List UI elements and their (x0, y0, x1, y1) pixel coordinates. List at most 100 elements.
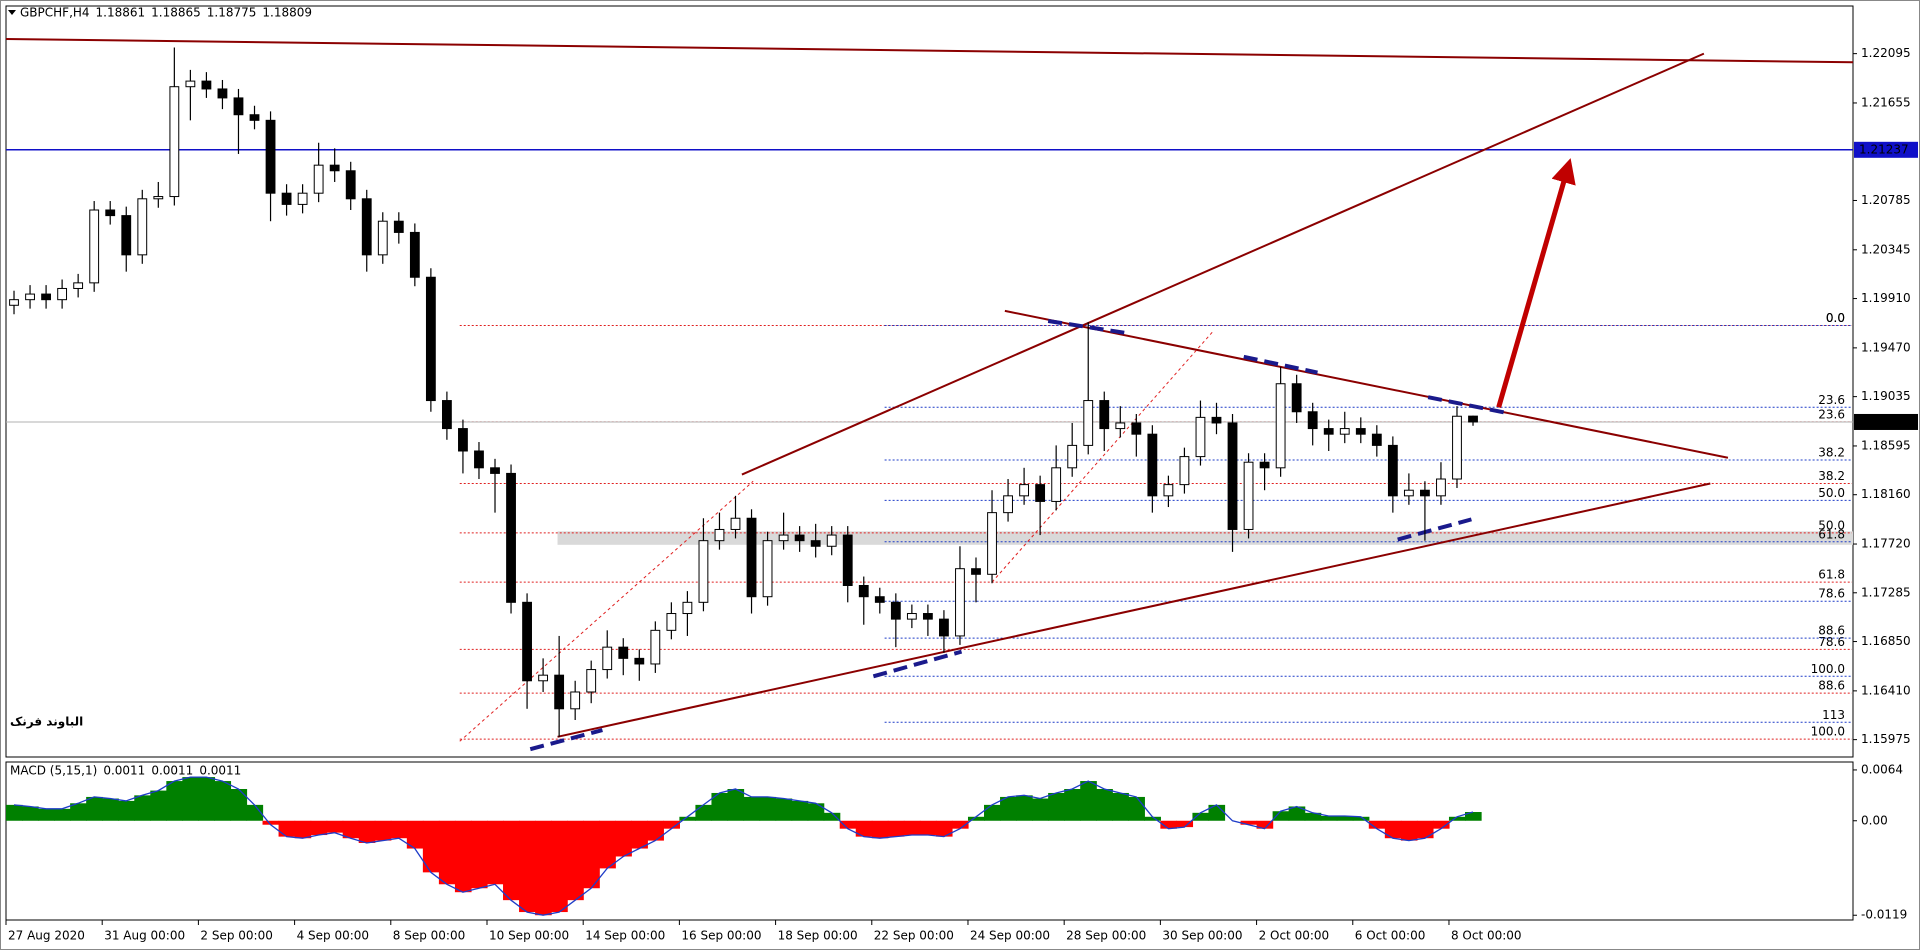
macd-bar (326, 820, 344, 833)
candle-body (1259, 461, 1270, 469)
fib-label: 61.8 (1818, 527, 1845, 541)
candle-body (810, 540, 821, 547)
candle-body (714, 528, 725, 542)
macd-bar (278, 820, 296, 837)
candle-body (570, 691, 581, 710)
candle-body (249, 114, 260, 121)
macd-readout: 0.0011 (103, 764, 145, 778)
candle-body (858, 585, 869, 598)
candle-body (41, 293, 51, 301)
last-price-label: 1.18809 (1859, 414, 1909, 428)
y-tick-label: 1.16850 (1861, 634, 1911, 648)
y-tick-label: 1.16410 (1861, 683, 1911, 697)
candle-body (1307, 411, 1318, 430)
candle-body (602, 646, 613, 671)
macd-bar (711, 792, 729, 821)
macd-bar (631, 820, 648, 849)
macd-bar (422, 820, 440, 873)
symbol-title: GBPCHF,H4 (20, 6, 90, 20)
macd-bar (358, 820, 376, 843)
macd-bar (551, 820, 568, 913)
candle-body (1131, 422, 1142, 435)
y-tick-label: 1.20785 (1861, 193, 1911, 207)
x-tick-label: 10 Sep 00:00 (489, 929, 569, 943)
trendline (991, 330, 1214, 583)
candle-body (458, 428, 468, 452)
candle-body (377, 220, 388, 256)
price-pane: 0.023.638.250.061.878.688.6100.00.023.63… (5, 5, 1918, 758)
candle-body (762, 540, 773, 598)
x-tick-label: 24 Sep 00:00 (970, 929, 1050, 943)
macd-bar (679, 816, 697, 821)
macd-bar (1416, 820, 1434, 839)
fib-label: 0.0 (1826, 311, 1845, 325)
macd-bar (807, 803, 825, 821)
x-tick-label: 27 Aug 2020 (8, 929, 85, 943)
menu-icon[interactable] (8, 10, 16, 15)
macd-bar (583, 820, 600, 889)
macd-readout: 0.0011 (151, 764, 193, 778)
macd-bar (903, 820, 921, 836)
trendline (1397, 517, 1472, 542)
candle-body (441, 400, 452, 430)
macd-bar (70, 803, 87, 821)
arrow (1496, 158, 1576, 408)
macd-bar (1016, 795, 1033, 821)
macd-bar (6, 804, 23, 821)
candle-body (217, 88, 228, 99)
price-box (1854, 141, 1918, 158)
candle-body (1019, 484, 1030, 497)
candle-body (9, 299, 19, 306)
candle-body (1403, 489, 1414, 497)
candle-body (987, 512, 997, 575)
y-tick-label: -0.0119 (1861, 908, 1907, 922)
macd-line (13, 776, 1474, 916)
fib-label: 50.0 (1818, 518, 1845, 532)
candle-body (1067, 444, 1078, 469)
candle-body (1323, 428, 1334, 435)
x-tick-label: 8 Sep 00:00 (393, 929, 465, 943)
macd-bar (118, 800, 135, 821)
candle-body (105, 209, 116, 217)
x-tick-label: 31 Aug 00:00 (104, 929, 185, 943)
candle-body (329, 164, 340, 172)
macd-bar (1448, 816, 1466, 821)
y-tick-label: 0.00 (1861, 813, 1888, 827)
macd-bar (246, 804, 264, 821)
candle-body (265, 119, 276, 194)
candle-body (361, 198, 372, 256)
candle-body (393, 220, 404, 233)
candle-body (185, 80, 196, 88)
trendline (459, 480, 754, 742)
macd-bar (1288, 806, 1306, 821)
macd-bar (839, 820, 857, 829)
macd-bar (406, 820, 424, 849)
macd-bar (1336, 815, 1354, 821)
macd-bar (1352, 816, 1370, 821)
y-tick-label: 1.15975 (1861, 732, 1911, 746)
fib-label: 78.6 (1818, 587, 1845, 601)
candle-body (971, 568, 981, 575)
candle-body (586, 669, 597, 693)
macd-bar (1032, 798, 1049, 821)
candle-body (682, 601, 693, 615)
macd-bar (1384, 820, 1402, 839)
ohlc-high: 1.18865 (151, 6, 201, 20)
candle-body (506, 472, 516, 603)
candle-body (634, 657, 645, 665)
y-tick-label: 1.17285 (1861, 585, 1911, 599)
candle-body (297, 192, 308, 205)
macd-bar (1368, 820, 1386, 829)
candle-body (1163, 484, 1174, 497)
candle-body (409, 231, 420, 278)
macd-bar (1320, 815, 1338, 821)
macd-bar (1112, 792, 1129, 821)
macd-bar (374, 820, 392, 841)
candle-body (474, 450, 484, 469)
macd-readout: 0.0011 (199, 764, 241, 778)
fib-label: 61.8 (1818, 568, 1845, 582)
macd-bar (823, 812, 841, 821)
y-tick-label: 1.21655 (1861, 95, 1911, 109)
